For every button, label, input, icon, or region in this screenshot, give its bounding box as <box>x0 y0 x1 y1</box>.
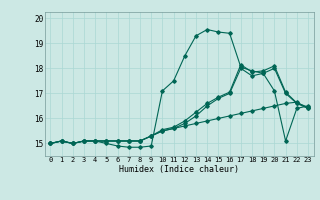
X-axis label: Humidex (Indice chaleur): Humidex (Indice chaleur) <box>119 165 239 174</box>
